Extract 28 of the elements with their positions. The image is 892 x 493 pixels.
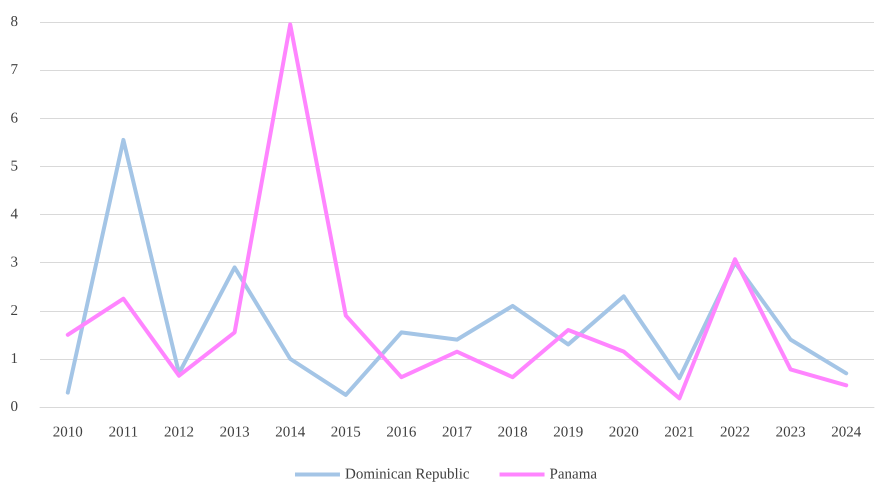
x-tick-label: 2019 [553, 424, 584, 440]
x-tick-label: 2011 [108, 424, 138, 440]
y-tick-label: 8 [10, 14, 18, 30]
x-tick-label: 2024 [831, 424, 862, 440]
line-series [66, 22, 848, 400]
y-tick-label: 7 [10, 62, 18, 78]
x-tick-label: 2016 [386, 424, 417, 440]
y-tick-label: 2 [10, 302, 18, 319]
line-series [66, 138, 848, 397]
y-tick-label: 4 [10, 206, 18, 222]
y-tick-label: 3 [10, 254, 18, 271]
y-tick-label: 1 [10, 350, 18, 367]
x-tick-label: 2023 [776, 424, 806, 440]
y-tick-label: 6 [10, 110, 18, 126]
x-tick-label: 2014 [275, 424, 306, 440]
x-tick-label: 2010 [52, 424, 83, 440]
x-tick-label: 2017 [442, 424, 472, 440]
x-tick-label: 2020 [608, 424, 639, 440]
legend-label: Dominican Republic [344, 466, 470, 482]
x-tick-label: 2022 [720, 424, 750, 440]
x-tick-label: 2015 [330, 424, 361, 440]
x-tick-label: 2018 [498, 424, 528, 440]
x-tick-label: 2013 [220, 424, 250, 440]
legend-label: Panama [550, 466, 598, 482]
x-tick-label: 2021 [664, 424, 694, 440]
x-tick-label: 2012 [164, 424, 194, 440]
y-tick-label: 5 [10, 158, 18, 174]
y-tick-label: 0 [10, 399, 18, 415]
